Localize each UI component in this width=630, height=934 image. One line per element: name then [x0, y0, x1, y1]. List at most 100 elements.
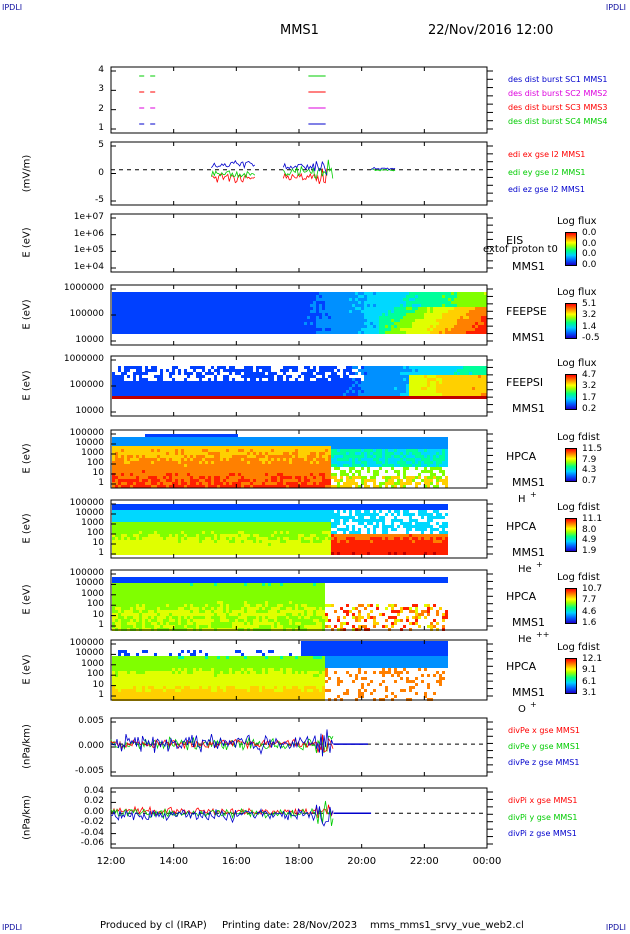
feepsi-cell	[469, 396, 472, 399]
feepsi-cell	[457, 381, 460, 384]
hpca_h-cell	[124, 473, 127, 476]
feepse-cell	[406, 328, 409, 331]
feepse-cell	[334, 325, 337, 328]
feepse-cell	[175, 295, 178, 298]
feepse-cell	[283, 322, 286, 325]
feepse-cell	[427, 310, 430, 313]
feepsi-cell	[454, 387, 457, 390]
feepse-cell	[157, 307, 160, 310]
hpca_he-cell	[112, 525, 115, 528]
feepse-cell	[400, 316, 403, 319]
hpca_h-cell	[340, 458, 343, 461]
feepsi-cell	[337, 390, 340, 393]
feepsi-cell	[193, 393, 196, 396]
feepse-cell	[364, 301, 367, 304]
feepsi-cell	[154, 387, 157, 390]
feepse-cell	[205, 322, 208, 325]
hpca_h-cell	[334, 476, 337, 479]
hpca_h-cell	[148, 461, 151, 464]
feepse-cell	[160, 328, 163, 331]
hpca_h-cell	[169, 461, 172, 464]
feepsi-cell	[178, 384, 181, 387]
feepsi-cell	[196, 390, 199, 393]
feepse-cell	[349, 316, 352, 319]
hpca_h-cell	[238, 440, 241, 443]
feepse-cell	[298, 322, 301, 325]
feepse-cell	[211, 322, 214, 325]
hpca_h-cell	[358, 485, 361, 488]
hpca_h-cell	[382, 476, 385, 479]
hpca_h-cell	[154, 464, 157, 467]
hpca_h-cell	[229, 479, 232, 482]
hpca_h-cell	[274, 476, 277, 479]
feepse-cell	[115, 310, 118, 313]
feepse-cell	[439, 325, 442, 328]
hpca_h-cell	[241, 485, 244, 488]
feepse-cell	[127, 304, 130, 307]
feepsi-cell	[409, 366, 412, 369]
hpca_h-cell	[196, 467, 199, 470]
feepsi-cell	[403, 384, 406, 387]
hpca_h-cell	[430, 473, 433, 476]
hpca_h-cell	[343, 470, 346, 473]
feepse-cell	[373, 301, 376, 304]
feepse-cell	[391, 328, 394, 331]
feepsi-cell	[283, 372, 286, 375]
feepse-cell	[343, 319, 346, 322]
hpca_h-cell	[238, 443, 241, 446]
feepse-cell	[136, 313, 139, 316]
feepse-cell	[208, 331, 211, 334]
feepse-cell	[400, 313, 403, 316]
hpca_h-cell	[166, 461, 169, 464]
hpca_h-cell	[262, 464, 265, 467]
feepsi-cell	[127, 396, 130, 399]
feepsi-cell	[307, 369, 310, 372]
feepse-cell	[286, 316, 289, 319]
hpca_h-cell	[304, 443, 307, 446]
hpca_h-cell	[367, 458, 370, 461]
feepse-cell	[211, 316, 214, 319]
hpca_h-cell	[292, 443, 295, 446]
hpca_h-cell	[133, 467, 136, 470]
feepse-cell	[370, 310, 373, 313]
hpca_he-cell	[112, 549, 115, 552]
hpca_h-cell	[349, 464, 352, 467]
hpca_h-cell	[205, 485, 208, 488]
feepse-cell	[247, 316, 250, 319]
feepse-cell	[328, 319, 331, 322]
feepse-cell	[154, 295, 157, 298]
hpca_h-cell	[310, 440, 313, 443]
feepsi-cell	[385, 390, 388, 393]
feepse-cell	[193, 316, 196, 319]
hpca_h-cell	[289, 464, 292, 467]
feepse-cell	[286, 295, 289, 298]
hpca_h-cell	[133, 470, 136, 473]
hpca_h-cell	[355, 455, 358, 458]
hpca_h-cell	[208, 458, 211, 461]
hpca_h-cell	[262, 455, 265, 458]
corner-br: IPDLI	[605, 923, 626, 932]
hpca_h-cell	[217, 437, 220, 440]
feepse-cell	[379, 292, 382, 295]
feepsi-cell	[289, 393, 292, 396]
feepse-cell	[190, 322, 193, 325]
feepse-cell	[448, 304, 451, 307]
feepsi-cell	[484, 390, 487, 393]
feepsi-cell	[409, 381, 412, 384]
hpca_h-cell	[172, 470, 175, 473]
hpca_h-cell	[346, 452, 349, 455]
hpca_h-cell	[262, 476, 265, 479]
hpca_h-cell	[331, 449, 334, 452]
feepse-cell	[316, 292, 319, 295]
feepse-cell	[259, 310, 262, 313]
hpca_h-cell	[268, 458, 271, 461]
hpca_h-cell	[181, 476, 184, 479]
feepse-cell	[382, 319, 385, 322]
feepsi-cell	[256, 366, 259, 369]
feepsi-cell	[310, 381, 313, 384]
hpca_h-cell	[214, 464, 217, 467]
hpca_he-cell	[115, 540, 118, 543]
hpca_h-cell	[187, 473, 190, 476]
feepse-cell	[253, 316, 256, 319]
feepse-cell	[166, 313, 169, 316]
